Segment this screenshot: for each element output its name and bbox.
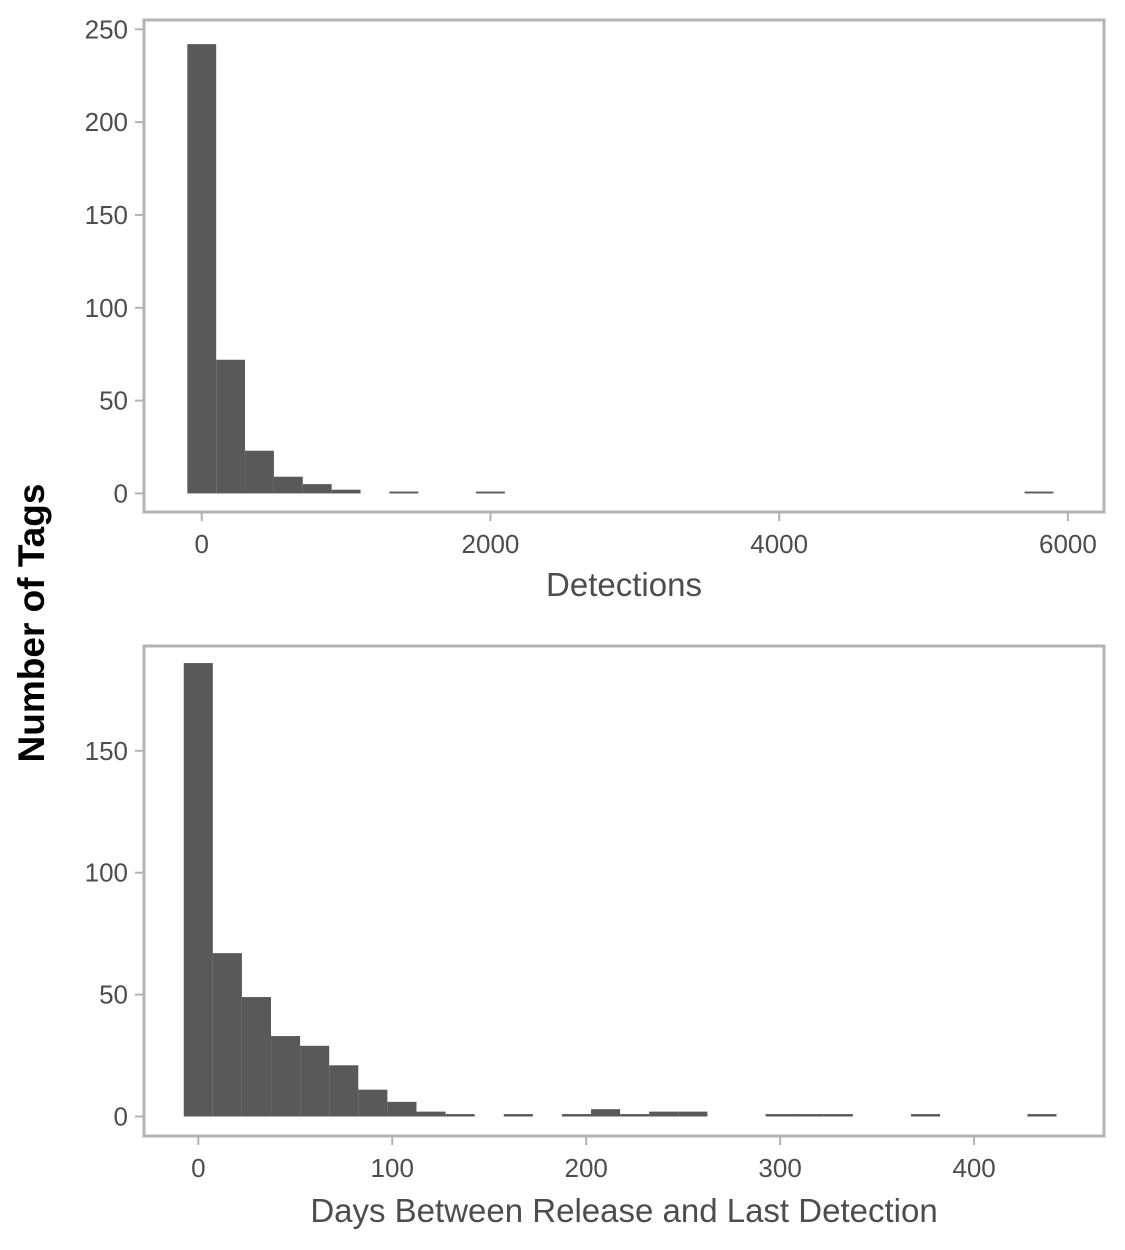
days-bar-7 <box>387 1101 417 1117</box>
days-bar-5 <box>329 1065 359 1117</box>
days-x-tick-label: 200 <box>564 1153 607 1183</box>
days-bar-19 <box>911 1114 941 1117</box>
detections-x-axis-title: Detections <box>546 566 702 603</box>
detections-y-tick-label: 50 <box>99 386 128 416</box>
detections-x-tick-label: 0 <box>195 529 209 559</box>
days-y-tick-label: 100 <box>85 858 128 888</box>
days-bar-6 <box>358 1089 388 1117</box>
days-bar-13 <box>620 1114 650 1117</box>
days-bar-20 <box>1027 1114 1057 1117</box>
detections-x-tick-label: 4000 <box>750 529 808 559</box>
days-histogram-panel: 0 100 200 300 400 0 50 100 150 Days Between Relea… <box>85 644 1106 1229</box>
detections-y-tick-label: 250 <box>85 14 128 44</box>
detections-y-tick-label: 200 <box>85 107 128 137</box>
days-bar-17 <box>794 1114 824 1117</box>
days-bar-9 <box>445 1114 475 1117</box>
days-x-tick-label: 300 <box>758 1153 801 1183</box>
detections-y-tick-label: 100 <box>85 293 128 323</box>
detections-x-tick-label: 2000 <box>462 529 520 559</box>
detections-bar-1 <box>216 359 246 494</box>
detections-y-tick-label: 150 <box>85 200 128 230</box>
days-x-tick-label: 100 <box>371 1153 414 1183</box>
detections-x-tick-label: 6000 <box>1039 529 1097 559</box>
days-x-tick-label: 0 <box>191 1153 205 1183</box>
days-bar-12 <box>591 1109 621 1117</box>
y-axis-title: Number of Tags <box>11 484 52 763</box>
days-bar-15 <box>678 1111 708 1117</box>
days-bar-8 <box>416 1111 446 1117</box>
days-bar-16 <box>765 1114 795 1117</box>
days-bar-4 <box>300 1045 330 1117</box>
detections-y-tick-label: 0 <box>114 478 128 508</box>
detections-bar-5 <box>331 489 361 494</box>
detections-bar-7 <box>476 491 505 494</box>
days-bar-10 <box>503 1114 533 1117</box>
detections-bar-8 <box>1024 491 1054 494</box>
days-bar-1 <box>212 953 242 1117</box>
days-bar-11 <box>561 1114 592 1117</box>
days-y-tick-label: 0 <box>114 1101 128 1131</box>
detections-bar-6 <box>389 491 419 494</box>
days-bar-2 <box>241 997 272 1117</box>
days-bar-18 <box>823 1114 853 1117</box>
days-bar-14 <box>649 1111 679 1117</box>
days-x-tick-label: 400 <box>952 1153 995 1183</box>
days-y-tick-label: 50 <box>99 980 128 1010</box>
detections-bar-3 <box>273 476 303 494</box>
detections-panel-border <box>142 18 1106 514</box>
days-y-tick-label: 150 <box>85 736 128 766</box>
detections-bar-2 <box>245 450 274 494</box>
detections-histogram-panel: 0 2000 4000 6000 0 50 100 150 200 250 Detections <box>85 14 1106 603</box>
days-x-axis-title: Days Between Release and Last Detection <box>310 1192 937 1229</box>
days-bar-0 <box>183 663 213 1117</box>
detections-bar-0 <box>187 44 217 494</box>
days-bar-3 <box>271 1036 301 1117</box>
detections-bar-4 <box>302 484 332 494</box>
days-panel-border <box>142 644 1106 1138</box>
